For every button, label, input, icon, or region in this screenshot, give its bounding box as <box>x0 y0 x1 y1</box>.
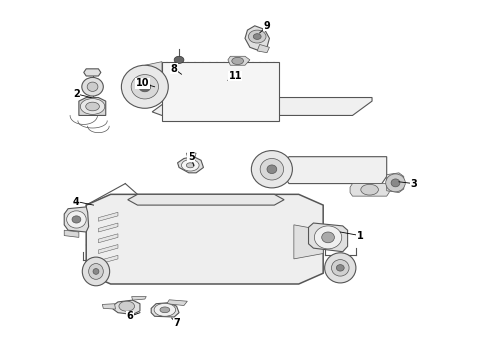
Ellipse shape <box>251 150 293 188</box>
Text: 1: 1 <box>356 231 363 240</box>
Polygon shape <box>145 62 162 74</box>
Polygon shape <box>257 44 270 53</box>
Ellipse shape <box>174 56 184 63</box>
Polygon shape <box>228 56 250 65</box>
Text: 5: 5 <box>188 152 195 162</box>
Text: 3: 3 <box>410 179 417 189</box>
Ellipse shape <box>89 264 103 279</box>
Ellipse shape <box>72 216 81 223</box>
Polygon shape <box>98 223 118 232</box>
Text: 7: 7 <box>173 319 180 328</box>
Ellipse shape <box>67 211 86 228</box>
Polygon shape <box>284 157 387 184</box>
Polygon shape <box>64 230 79 237</box>
Ellipse shape <box>386 174 405 192</box>
Ellipse shape <box>119 301 135 311</box>
Ellipse shape <box>131 75 159 99</box>
Polygon shape <box>79 98 106 116</box>
Ellipse shape <box>93 269 99 274</box>
Ellipse shape <box>322 232 334 243</box>
Ellipse shape <box>267 165 277 174</box>
Polygon shape <box>64 207 89 232</box>
Text: 8: 8 <box>171 64 177 74</box>
Ellipse shape <box>80 99 105 114</box>
Polygon shape <box>84 69 101 76</box>
Polygon shape <box>167 300 187 306</box>
Ellipse shape <box>139 82 151 92</box>
Ellipse shape <box>87 82 98 91</box>
Polygon shape <box>186 153 196 157</box>
Ellipse shape <box>253 34 261 40</box>
Polygon shape <box>132 297 147 300</box>
Ellipse shape <box>86 102 99 111</box>
Text: 11: 11 <box>228 71 242 81</box>
Text: 10: 10 <box>136 78 149 88</box>
Text: 2: 2 <box>73 89 80 99</box>
Ellipse shape <box>325 253 356 283</box>
Polygon shape <box>245 26 270 51</box>
Polygon shape <box>151 303 179 317</box>
Polygon shape <box>350 184 389 196</box>
Polygon shape <box>309 223 347 252</box>
Ellipse shape <box>154 303 175 316</box>
Ellipse shape <box>391 179 400 187</box>
Polygon shape <box>98 212 118 221</box>
Ellipse shape <box>248 30 266 43</box>
Polygon shape <box>294 225 323 259</box>
Polygon shape <box>113 300 140 315</box>
Polygon shape <box>162 62 279 121</box>
Ellipse shape <box>160 307 170 313</box>
Ellipse shape <box>260 158 284 180</box>
Polygon shape <box>128 194 284 205</box>
Text: 9: 9 <box>264 21 270 31</box>
Polygon shape <box>98 234 118 243</box>
Text: 4: 4 <box>73 197 80 207</box>
Polygon shape <box>387 173 404 193</box>
Ellipse shape <box>82 77 103 96</box>
Ellipse shape <box>336 265 344 271</box>
Text: 6: 6 <box>127 311 134 321</box>
Polygon shape <box>86 194 323 284</box>
Ellipse shape <box>331 260 349 276</box>
Polygon shape <box>102 304 116 309</box>
Ellipse shape <box>181 159 199 171</box>
Ellipse shape <box>82 257 110 286</box>
Ellipse shape <box>232 57 244 64</box>
Ellipse shape <box>361 184 378 195</box>
Ellipse shape <box>122 65 168 108</box>
Polygon shape <box>152 98 372 116</box>
Polygon shape <box>177 157 203 173</box>
Polygon shape <box>98 244 118 253</box>
Ellipse shape <box>186 163 194 168</box>
Ellipse shape <box>315 226 342 249</box>
Polygon shape <box>98 255 118 264</box>
